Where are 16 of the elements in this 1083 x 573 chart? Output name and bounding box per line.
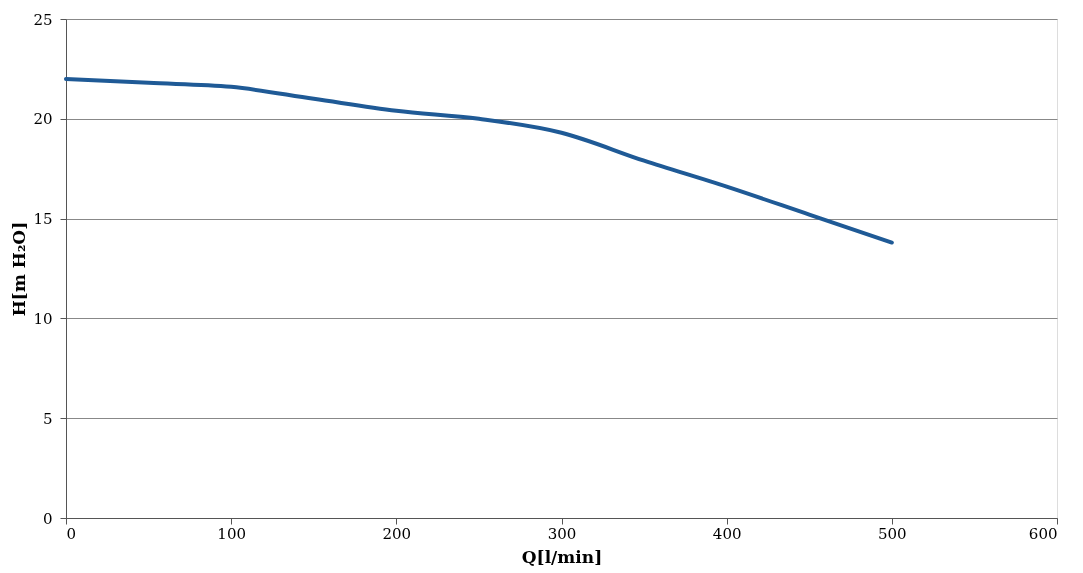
y-axis-title: H[m H₂O] <box>9 221 30 317</box>
y-tick-label: 15 <box>33 210 53 229</box>
x-tick-label: 200 <box>382 524 412 543</box>
y-tick-label: 5 <box>42 409 53 428</box>
x-tick-label: 0 <box>66 524 77 543</box>
x-axis-title: Q[l/min] <box>521 546 603 567</box>
y-tick-label: 0 <box>42 509 53 528</box>
x-tick-label: 300 <box>547 524 577 543</box>
y-tick-label: 10 <box>33 309 53 328</box>
x-tick-label: 500 <box>878 524 907 543</box>
x-tick-label: 600 <box>1028 524 1058 543</box>
y-tick-label: 25 <box>33 10 53 29</box>
y-tick-label: 20 <box>33 110 53 129</box>
x-tick-label: 400 <box>712 524 742 543</box>
x-tick-label: 100 <box>217 524 246 543</box>
line-series <box>64 76 894 245</box>
